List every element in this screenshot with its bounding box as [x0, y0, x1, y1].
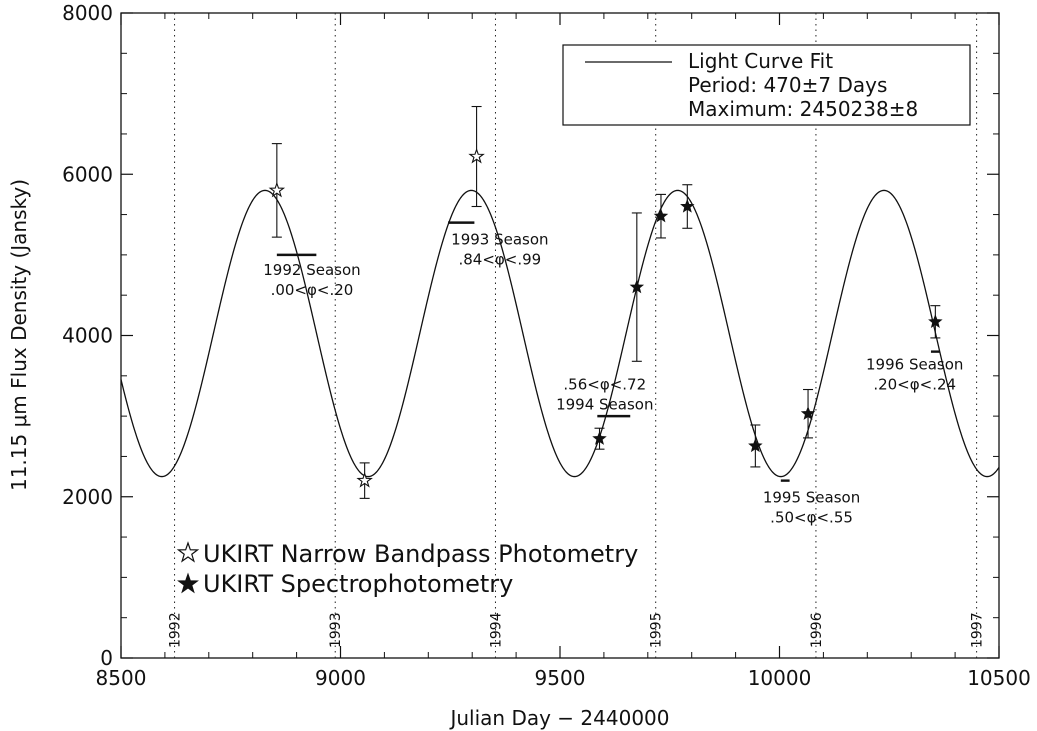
filled-star-point [680, 198, 695, 213]
data-points [268, 105, 943, 499]
year-label: 1994 [488, 612, 504, 648]
annotation-line2: 1994 Season [556, 396, 653, 414]
annotation-line1: 1995 Season [763, 488, 860, 506]
y-tick-label: 4000 [62, 324, 113, 348]
x-axis-label: Julian Day − 2440000 [448, 706, 669, 730]
filled-star-point [800, 406, 816, 420]
legend-label-spectrophotometry: UKIRT Spectrophotometry [203, 570, 513, 598]
filled-star-point [748, 438, 763, 453]
y-axis-label: 11.15 μm Flux Density (Jansky) [7, 179, 31, 491]
annotation-line2: .50<φ<.55 [770, 508, 853, 526]
y-tick-label: 6000 [62, 162, 113, 186]
annotation-line2: .00<φ<.20 [271, 281, 354, 299]
annotation-line1: .56<φ<.72 [563, 376, 646, 394]
annotation-line1: 1996 Season [866, 355, 963, 373]
open-star-point [468, 147, 485, 164]
fit-legend-maximum: Maximum: 2450238±8 [688, 97, 918, 121]
filled-star-point [653, 208, 669, 223]
annotation-line1: 1993 Season [451, 230, 548, 248]
year-label: 1993 [328, 612, 344, 648]
legend-open-star-icon [176, 541, 200, 563]
season-bars [276, 221, 940, 482]
legend-label-photometry: UKIRT Narrow Bandpass Photometry [203, 540, 638, 568]
x-tick-label: 8500 [96, 666, 147, 690]
year-label: 1992 [168, 612, 184, 648]
y-tick-label: 8000 [62, 1, 113, 25]
marker-legend: UKIRT Narrow Bandpass Photometry UKIRT S… [176, 540, 638, 598]
filled-star-point [629, 279, 645, 294]
fit-legend-label: Light Curve Fit [688, 49, 833, 73]
legend-filled-star-shape [177, 572, 199, 594]
fit-legend: Light Curve Fit Period: 470±7 Days Maxim… [562, 44, 971, 126]
axis-ticks: 8500 9000 9500 10000 10500 0 2000 4000 6000 8000 [62, 1, 1031, 690]
fit-legend-period: Period: 470±7 Days [688, 73, 887, 97]
annotation-line2: .84<φ<.99 [458, 250, 541, 268]
filled-star-point [928, 314, 943, 328]
y-tick-label: 0 [100, 646, 113, 670]
year-label: 1997 [970, 612, 986, 648]
legend-open-star-shape [176, 541, 200, 563]
x-tick-label: 9500 [535, 666, 586, 690]
annotation-line1: 1992 Season [263, 261, 360, 279]
year-label: 1996 [809, 612, 825, 648]
open-star-point [356, 471, 373, 488]
season-annotations: 1992 Season .00<φ<.20 1993 Season .84<φ<.99… [263, 230, 963, 526]
x-tick-label: 10000 [748, 666, 812, 690]
open-star-point [268, 181, 286, 198]
filled-star-point [592, 431, 607, 445]
fit-curve-line [120, 189, 1000, 478]
fit-curve-group [120, 189, 1000, 478]
year-label: 1995 [649, 612, 665, 648]
annotation-line2: .20<φ<.24 [873, 375, 956, 393]
y-tick-label: 2000 [62, 485, 113, 509]
fit-legend-box [562, 44, 971, 126]
year-markers: 1992 1993 1994 1995 1996 1997 [168, 13, 986, 658]
x-tick-label: 9000 [315, 666, 366, 690]
x-tick-label: 10500 [967, 666, 1031, 690]
legend-filled-star-icon [177, 572, 199, 594]
